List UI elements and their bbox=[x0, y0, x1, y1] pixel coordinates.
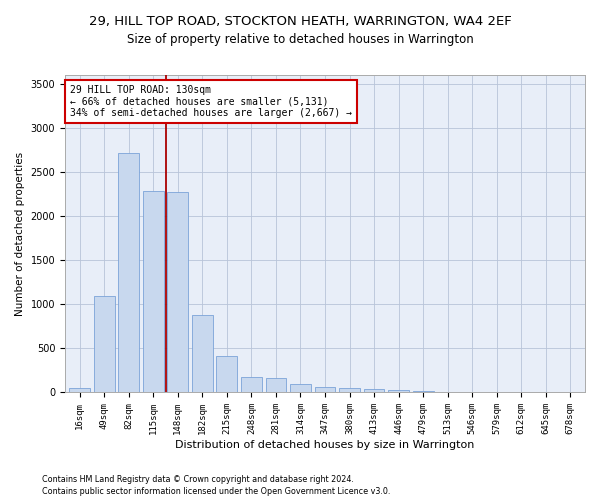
Bar bbox=[167, 192, 188, 392]
Bar bbox=[241, 378, 262, 392]
Text: Size of property relative to detached houses in Warrington: Size of property relative to detached ho… bbox=[127, 32, 473, 46]
Bar bbox=[143, 192, 164, 392]
Bar bbox=[339, 388, 360, 392]
Bar bbox=[413, 390, 434, 392]
Text: 29 HILL TOP ROAD: 130sqm
← 66% of detached houses are smaller (5,131)
34% of sem: 29 HILL TOP ROAD: 130sqm ← 66% of detach… bbox=[70, 84, 352, 117]
Bar bbox=[388, 390, 409, 392]
Bar bbox=[314, 387, 335, 392]
Bar bbox=[364, 389, 385, 392]
Text: 29, HILL TOP ROAD, STOCKTON HEATH, WARRINGTON, WA4 2EF: 29, HILL TOP ROAD, STOCKTON HEATH, WARRI… bbox=[89, 15, 511, 28]
Y-axis label: Number of detached properties: Number of detached properties bbox=[15, 152, 25, 316]
Bar bbox=[266, 378, 286, 392]
Text: Contains HM Land Registry data © Crown copyright and database right 2024.: Contains HM Land Registry data © Crown c… bbox=[42, 475, 354, 484]
Bar bbox=[192, 315, 213, 392]
Bar bbox=[118, 154, 139, 392]
X-axis label: Distribution of detached houses by size in Warrington: Distribution of detached houses by size … bbox=[175, 440, 475, 450]
Text: Contains public sector information licensed under the Open Government Licence v3: Contains public sector information licen… bbox=[42, 487, 391, 496]
Bar bbox=[290, 384, 311, 392]
Bar bbox=[70, 388, 90, 392]
Bar bbox=[217, 356, 238, 393]
Bar bbox=[94, 296, 115, 392]
